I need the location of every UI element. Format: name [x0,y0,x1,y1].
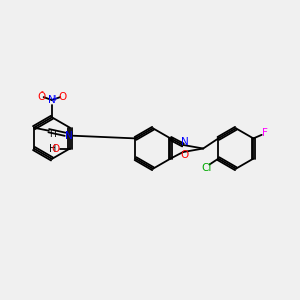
Text: N: N [65,131,73,141]
Text: H: H [49,130,56,139]
Text: O: O [51,143,59,154]
Text: F: F [262,128,268,138]
Text: N: N [181,137,188,147]
Text: -: - [40,87,43,96]
Text: H: H [49,143,57,154]
Text: O: O [58,92,66,101]
Text: O: O [180,150,189,160]
Text: +: + [51,94,58,103]
Text: O: O [38,92,46,101]
Text: Cl: Cl [201,163,212,172]
Text: N: N [48,95,56,105]
